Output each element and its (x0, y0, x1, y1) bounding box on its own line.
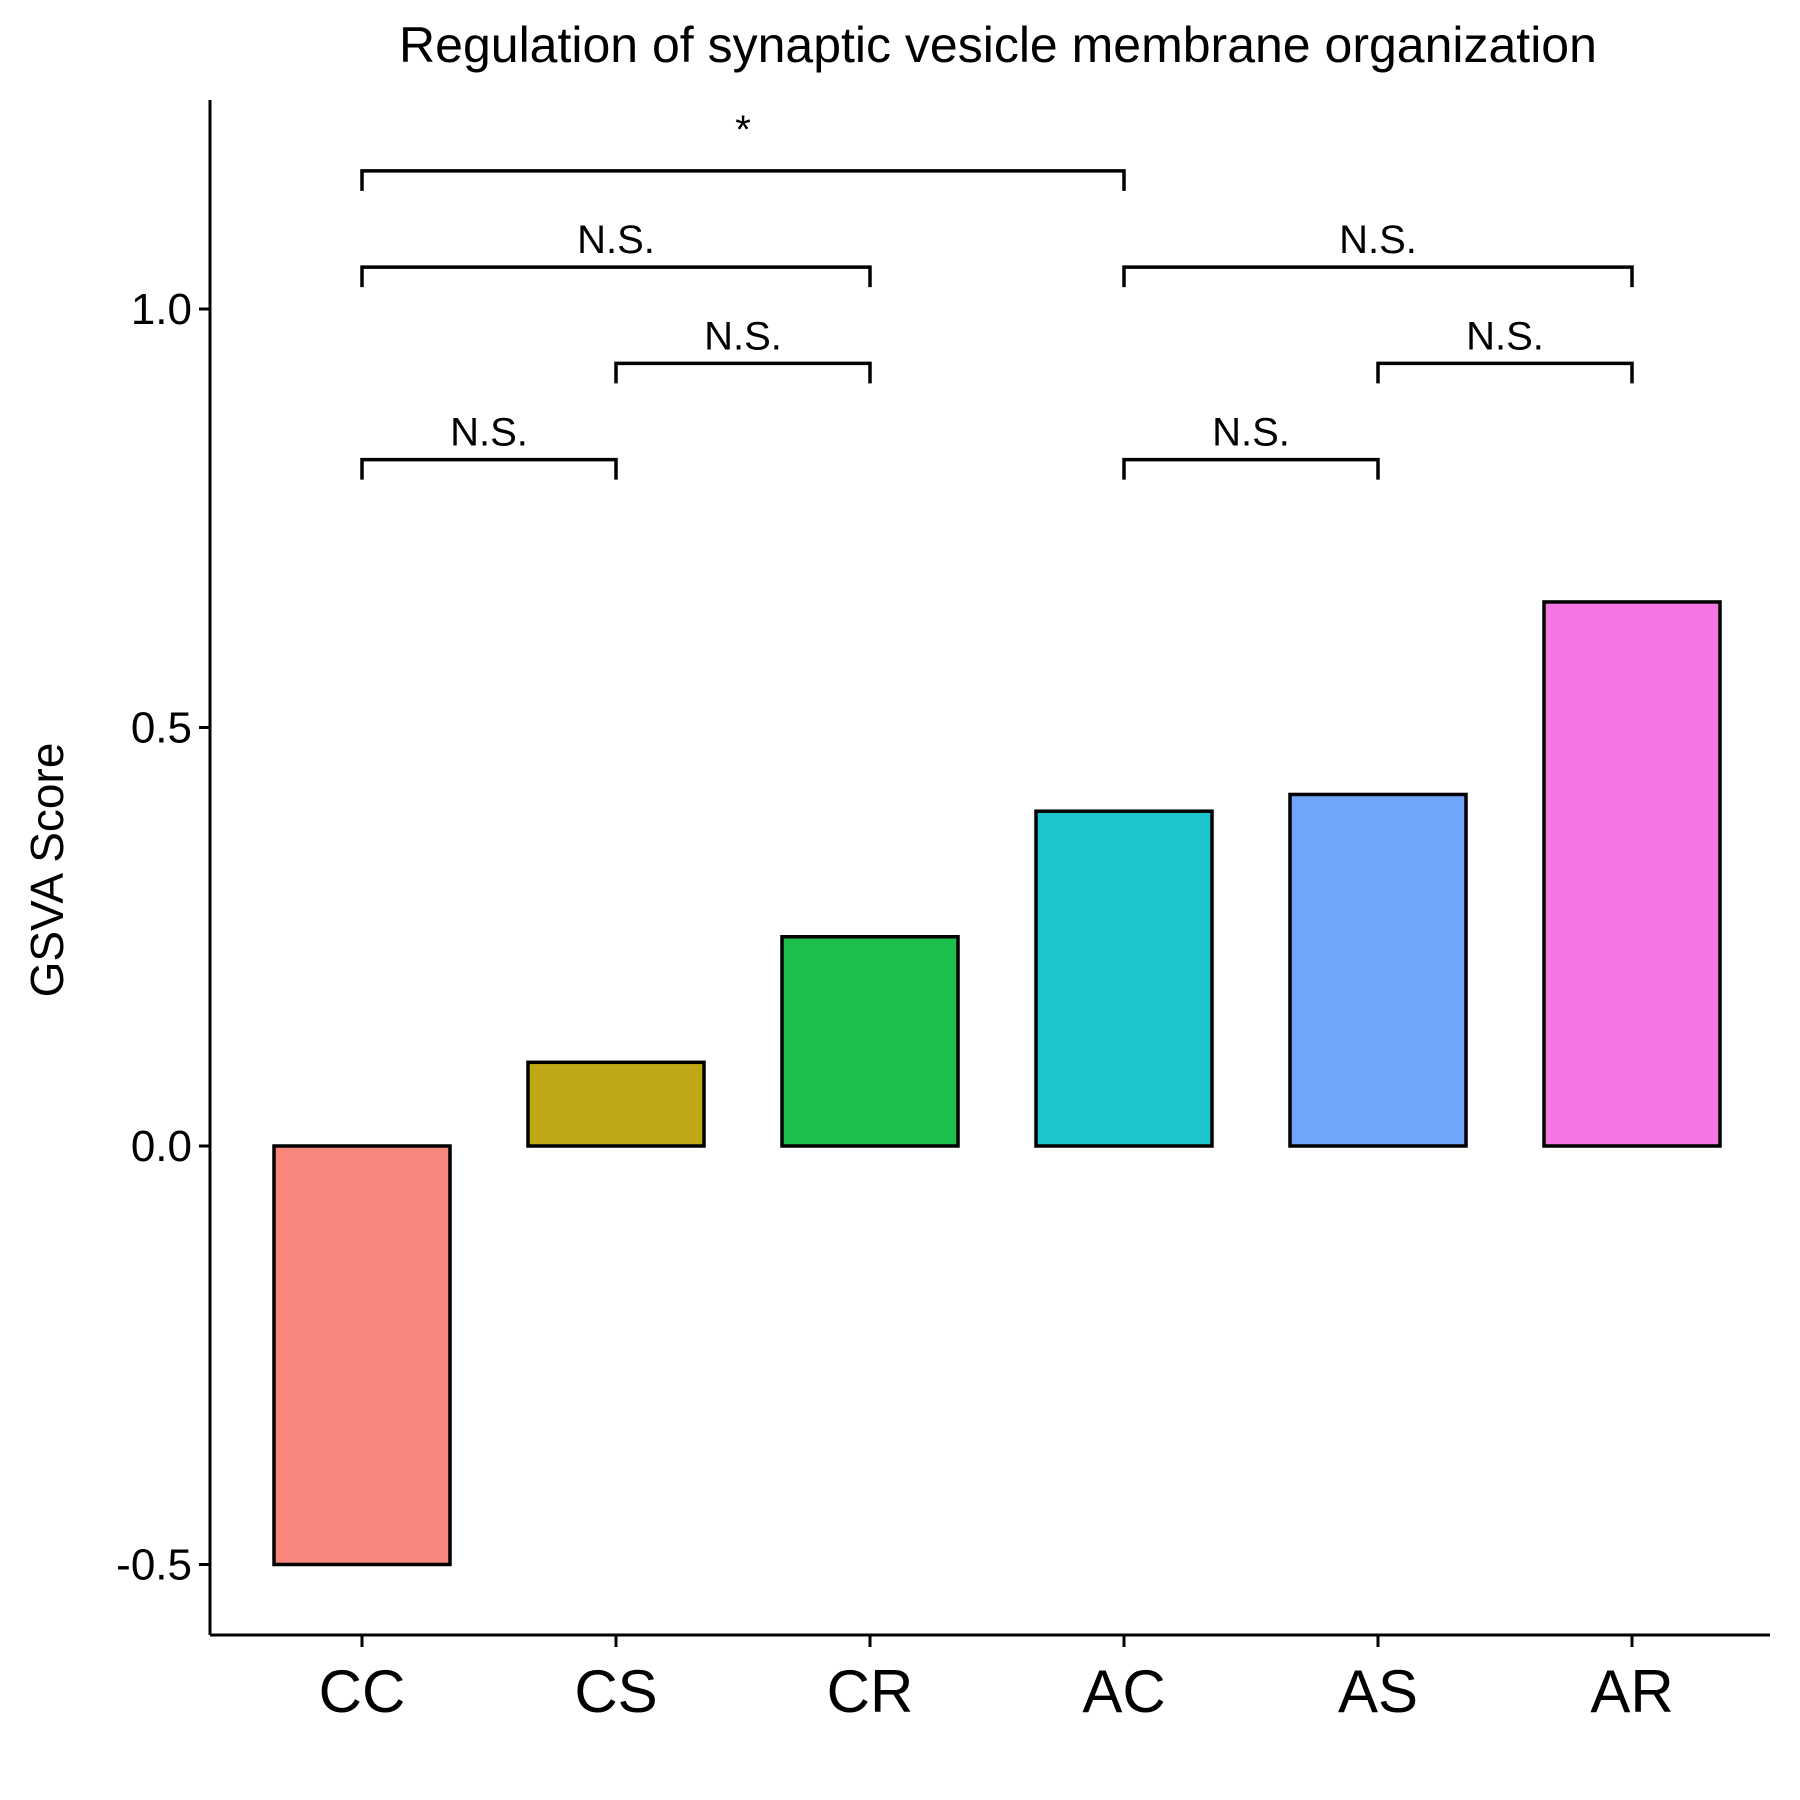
significance-label: N.S. (1466, 314, 1544, 358)
significance-label: N.S. (704, 314, 782, 358)
significance-bracket (614, 361, 872, 384)
x-tick-label: AR (1590, 1658, 1673, 1725)
y-tick-label: 0.0 (131, 1122, 192, 1171)
significance-label: N.S. (1339, 218, 1417, 262)
x-ticks: CC CS CR AC AS AR (319, 1635, 1674, 1725)
bar-as (1288, 792, 1468, 1148)
x-tick-label: AS (1338, 1658, 1418, 1725)
bar-ac (1034, 809, 1214, 1148)
bar-ar (1542, 600, 1722, 1148)
significance-bracket (1376, 361, 1634, 384)
chart-title: Regulation of synaptic vesicle membrane … (399, 17, 1597, 73)
y-tick-label: 0.5 (131, 704, 192, 753)
x-tick-label: AC (1082, 1658, 1165, 1725)
x-tick-label: CC (319, 1658, 406, 1725)
significance-label: N.S. (577, 218, 655, 262)
x-tick-label: CS (574, 1658, 657, 1725)
significance-bracket (1122, 265, 1634, 288)
bar-cs (526, 1060, 706, 1148)
y-axis-label: GSVA Score (21, 743, 73, 998)
bars (272, 600, 1722, 1567)
significance-brackets: N.S. N.S. N.S. * N.S. N.S. N.S. (360, 108, 1634, 480)
significance-label: N.S. (1212, 411, 1290, 455)
x-tick-label: CR (827, 1658, 914, 1725)
significance-bracket (360, 169, 1126, 191)
significance-bracket (360, 265, 872, 288)
y-tick-label: 1.0 (131, 285, 192, 334)
significance-label: N.S. (450, 411, 528, 455)
significance-bracket (360, 457, 618, 480)
bar-cc (272, 1144, 452, 1567)
bar-cr (780, 935, 960, 1148)
y-tick-label: -0.5 (116, 1541, 192, 1590)
significance-label: * (735, 108, 751, 152)
y-ticks: -0.5 0.0 0.5 1.0 (116, 285, 210, 1590)
significance-bracket (1122, 457, 1380, 480)
